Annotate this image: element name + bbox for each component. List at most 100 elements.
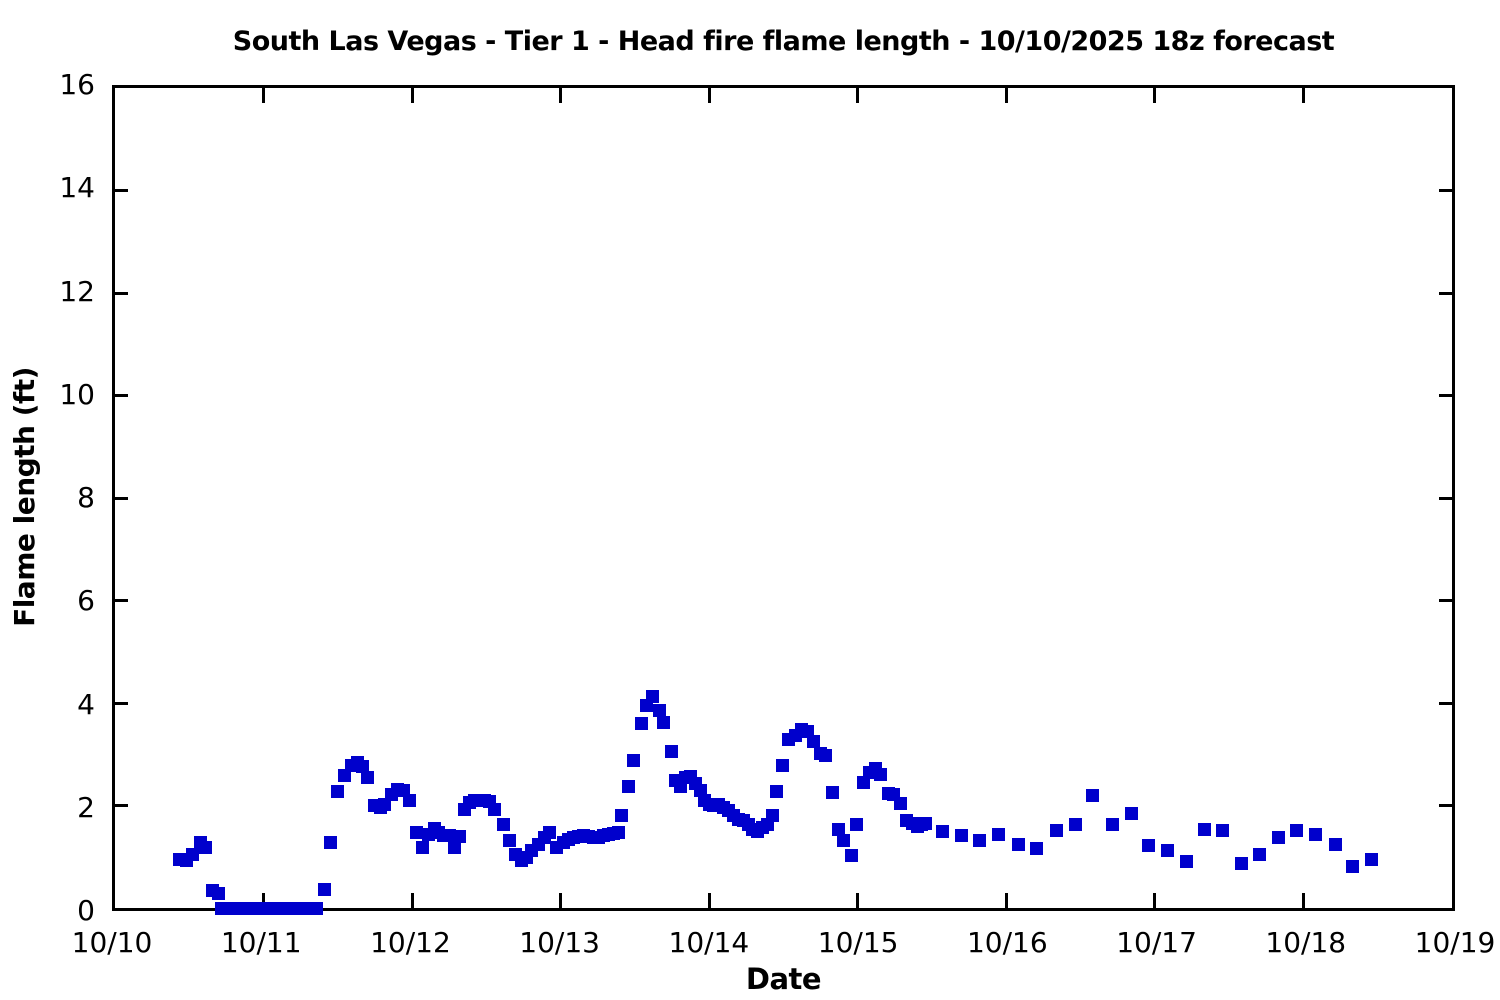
y-tick-mark (115, 804, 128, 807)
data-point (355, 759, 369, 773)
data-point (766, 809, 780, 823)
data-point (330, 785, 344, 799)
x-tick-mark (1004, 88, 1008, 103)
data-point (665, 744, 679, 758)
y-tick-mark (115, 291, 128, 295)
data-point (1345, 859, 1359, 873)
data-point (1105, 817, 1119, 831)
x-tick-label: 10/12 (370, 926, 451, 959)
data-point (1216, 824, 1230, 838)
y-tick-mark (1439, 804, 1452, 807)
y-tick-mark (115, 394, 128, 397)
data-point (652, 704, 666, 718)
data-point (416, 841, 430, 855)
y-tick-label: 2 (77, 790, 95, 824)
y-tick-mark (1439, 701, 1452, 705)
data-point (488, 803, 502, 817)
data-point (337, 769, 351, 783)
data-point (1272, 830, 1286, 844)
data-point (1012, 837, 1026, 851)
data-point (317, 882, 331, 896)
x-tick-mark (262, 893, 266, 908)
data-point (1309, 828, 1323, 842)
y-tick-label: 10 (59, 377, 95, 411)
data-point (611, 826, 625, 840)
y-tick-label: 12 (59, 274, 95, 308)
x-tick-mark (1301, 88, 1305, 103)
x-tick-mark (559, 88, 563, 103)
data-point (1050, 824, 1064, 838)
x-tick-mark (856, 88, 860, 103)
x-tick-mark (1153, 88, 1157, 103)
y-tick-label: 14 (59, 171, 95, 205)
data-point (1329, 837, 1343, 851)
y-tick-label: 8 (77, 481, 95, 514)
data-point (453, 830, 467, 844)
data-point (1197, 823, 1211, 837)
data-point (323, 835, 337, 849)
data-point (448, 841, 462, 855)
data-point (1030, 842, 1044, 856)
x-tick-mark (1153, 893, 1157, 908)
y-tick-mark (1439, 599, 1452, 602)
y-tick-mark (115, 496, 128, 500)
data-point (836, 833, 850, 847)
plot-area (112, 85, 1455, 915)
data-point (844, 848, 858, 862)
data-point (856, 776, 870, 790)
data-point (1141, 838, 1155, 852)
data-point (443, 829, 457, 843)
x-tick-mark (1301, 893, 1305, 908)
x-tick-label: 10/15 (817, 926, 899, 959)
data-point (936, 825, 950, 839)
data-point (397, 784, 411, 798)
data-point (1179, 854, 1193, 868)
data-point (657, 715, 671, 729)
x-tick-label: 10/19 (1414, 926, 1496, 959)
data-point (1253, 847, 1267, 861)
data-point (849, 817, 863, 831)
y-tick-label: 6 (77, 584, 95, 618)
y-tick-mark (115, 701, 128, 705)
y-tick-mark (115, 189, 128, 192)
data-point (503, 833, 517, 847)
data-point (1124, 807, 1138, 821)
data-point (542, 826, 556, 840)
data-point (621, 779, 635, 793)
data-point (378, 798, 392, 812)
y-tick-mark (1439, 496, 1452, 500)
data-point (410, 826, 424, 840)
y-tick-label: 0 (77, 894, 95, 927)
data-point (634, 717, 648, 730)
data-point (1364, 852, 1378, 866)
x-tick-label: 10/10 (71, 926, 153, 959)
data-point (646, 689, 660, 703)
x-tick-label: 10/17 (1116, 926, 1197, 959)
x-tick-label: 10/16 (966, 926, 1048, 959)
data-point (1290, 824, 1304, 838)
y-tick-mark (115, 599, 128, 602)
x-tick-mark (856, 893, 860, 908)
data-point (626, 754, 640, 768)
data-point (775, 758, 789, 772)
data-point (873, 768, 887, 782)
data-point (497, 817, 511, 831)
y-tick-mark (1439, 291, 1452, 295)
x-tick-mark (707, 88, 711, 103)
y-tick-mark (1439, 394, 1452, 397)
x-tick-label: 10/14 (668, 926, 750, 959)
data-point (919, 816, 933, 830)
data-point (973, 833, 987, 847)
data-point (1085, 789, 1099, 803)
data-point (770, 785, 784, 799)
data-point (199, 841, 213, 855)
chart-title: South Las Vegas - Tier 1 - Head fire fla… (232, 26, 1335, 57)
x-tick-mark (707, 893, 711, 908)
x-axis-label: Date (745, 962, 822, 996)
data-point (694, 784, 708, 798)
data-point (1235, 856, 1249, 870)
x-tick-label: 10/13 (519, 926, 600, 959)
data-point (360, 771, 374, 785)
data-point (310, 901, 324, 915)
